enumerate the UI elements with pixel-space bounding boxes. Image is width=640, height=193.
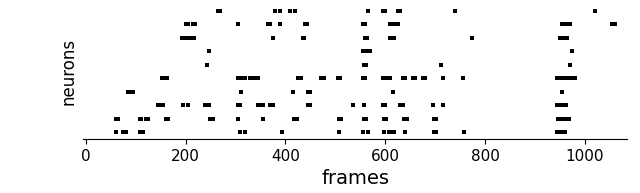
Y-axis label: neurons: neurons [60, 38, 77, 105]
X-axis label: frames: frames [321, 169, 389, 188]
